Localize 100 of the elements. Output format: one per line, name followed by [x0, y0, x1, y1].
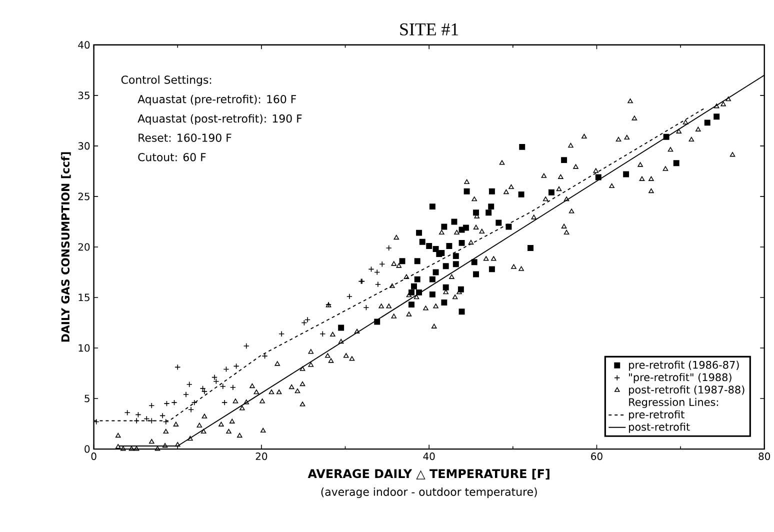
point — [201, 388, 208, 394]
point — [442, 284, 449, 290]
point — [233, 363, 240, 370]
x-tick-label: 40 — [423, 452, 435, 460]
point — [488, 204, 494, 210]
point — [451, 218, 458, 225]
point — [363, 304, 370, 311]
point — [414, 276, 420, 282]
point — [429, 276, 436, 282]
legend-label: post-retrofit (1987-88) — [629, 386, 744, 396]
x-tick-label: 20 — [256, 452, 268, 460]
point — [411, 283, 417, 290]
y-tick-label: 35 — [78, 92, 90, 100]
annotation: Aquastat (post-retrofit): 190 F — [138, 114, 302, 125]
point — [458, 286, 464, 292]
point — [368, 266, 374, 272]
point — [164, 400, 170, 407]
point — [220, 383, 226, 390]
point — [223, 366, 230, 372]
point — [446, 243, 452, 250]
annotation: Cutout: 60 F — [138, 153, 206, 162]
y-tick-label: 30 — [78, 142, 90, 150]
point — [488, 266, 495, 272]
point — [473, 271, 480, 278]
point — [326, 302, 332, 308]
point — [528, 245, 534, 252]
point — [473, 210, 480, 216]
point — [426, 243, 432, 250]
point — [496, 220, 502, 226]
y-tick-label: 5 — [84, 394, 90, 402]
point — [519, 144, 526, 150]
legend-label: pre-retrofit (1986-87) — [629, 360, 739, 371]
point — [124, 410, 130, 416]
point — [442, 263, 449, 270]
point — [414, 258, 420, 264]
point — [464, 188, 470, 194]
legend-label: pre-retrofit — [629, 410, 684, 420]
point — [432, 246, 439, 252]
point — [174, 364, 181, 370]
point — [452, 261, 459, 268]
y-tick-label: 20 — [78, 243, 90, 251]
point — [506, 224, 512, 230]
point — [379, 261, 386, 268]
point — [548, 189, 554, 196]
point — [441, 224, 448, 230]
point — [186, 381, 192, 388]
point — [673, 160, 680, 166]
point — [374, 281, 381, 288]
point — [171, 400, 178, 406]
annotation: Control Settings: — [121, 75, 212, 86]
y-tick-label: 10 — [78, 344, 90, 352]
point — [486, 210, 492, 216]
point — [243, 343, 250, 350]
point — [561, 157, 568, 164]
point — [188, 406, 194, 413]
point — [452, 253, 459, 260]
point — [320, 330, 326, 337]
point — [714, 114, 720, 120]
point — [374, 269, 380, 276]
point — [399, 258, 406, 264]
point — [441, 300, 448, 306]
point — [458, 240, 465, 246]
point — [458, 308, 465, 315]
point — [191, 400, 198, 406]
point — [134, 418, 140, 424]
point — [462, 224, 469, 231]
annotation: Aquastat (pre-retrofit): 160 F — [138, 94, 296, 106]
point — [488, 188, 495, 194]
y-tick-label: 0 — [84, 445, 90, 453]
point — [183, 392, 189, 398]
x-tick-label: 60 — [591, 452, 602, 460]
point — [416, 230, 422, 236]
legend-label: post-retrofit — [629, 422, 690, 433]
x-axis-title: AVERAGE DAILY △ TEMPERATURE [F] — [308, 468, 550, 480]
y-tick-label: 25 — [78, 192, 90, 200]
point — [518, 192, 524, 198]
point — [595, 174, 602, 180]
point — [663, 134, 670, 140]
y-tick-label: 40 — [78, 41, 90, 49]
point — [212, 374, 218, 380]
x-tick-label: 0 — [91, 452, 96, 460]
point — [419, 238, 426, 245]
point — [262, 353, 268, 360]
point — [429, 204, 436, 210]
chart-title: SITE #1 — [400, 23, 458, 36]
point — [408, 290, 414, 296]
point — [200, 385, 206, 392]
point — [301, 320, 308, 326]
point — [162, 418, 169, 425]
point — [160, 412, 166, 419]
point — [304, 316, 311, 323]
point — [623, 171, 630, 178]
point — [704, 120, 710, 126]
y-tick-label: 15 — [78, 294, 90, 302]
y-axis-title: DAILY GAS CONSUMPTION [ccf] — [61, 152, 71, 342]
point — [408, 302, 414, 308]
legend-label: "pre-retrofit" (1988) — [629, 373, 732, 384]
point — [278, 330, 285, 337]
point — [222, 400, 228, 406]
legend-title: Regression Lines: — [629, 398, 718, 408]
